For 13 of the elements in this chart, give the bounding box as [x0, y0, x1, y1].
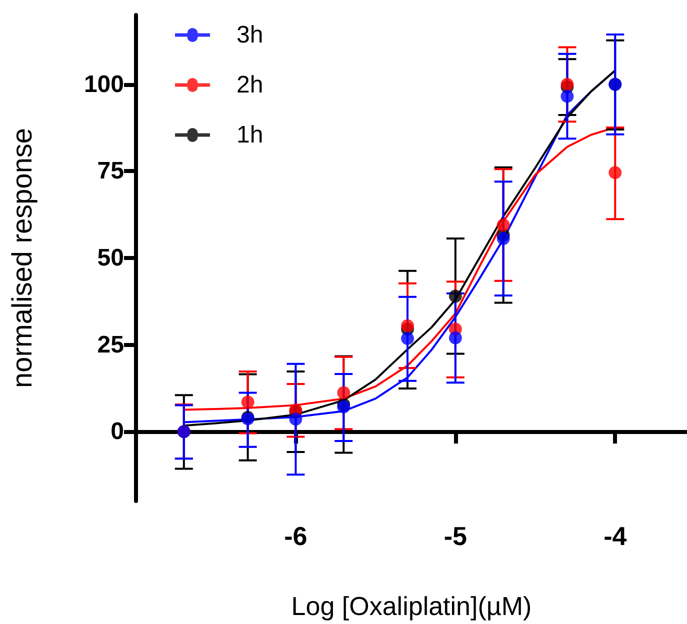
legend-label: 2h: [236, 72, 264, 98]
legend-label: 3h: [236, 22, 264, 48]
y-tick-label: 0: [110, 418, 124, 446]
x-tick-label: -4: [604, 521, 628, 551]
y-axis-title: normalised response: [6, 128, 38, 388]
y-tick-label: 75: [97, 158, 124, 185]
legend-label: 1h: [236, 122, 264, 148]
x-tick-label: -6: [284, 521, 308, 551]
x-tick-label: -5: [444, 521, 467, 551]
x-axis-title: Log [Oxaliplatin](µM): [291, 591, 532, 621]
y-tick-label: 50: [97, 244, 124, 272]
y-tick-label: 100: [84, 70, 124, 98]
y-tick-label: 25: [97, 331, 124, 358]
